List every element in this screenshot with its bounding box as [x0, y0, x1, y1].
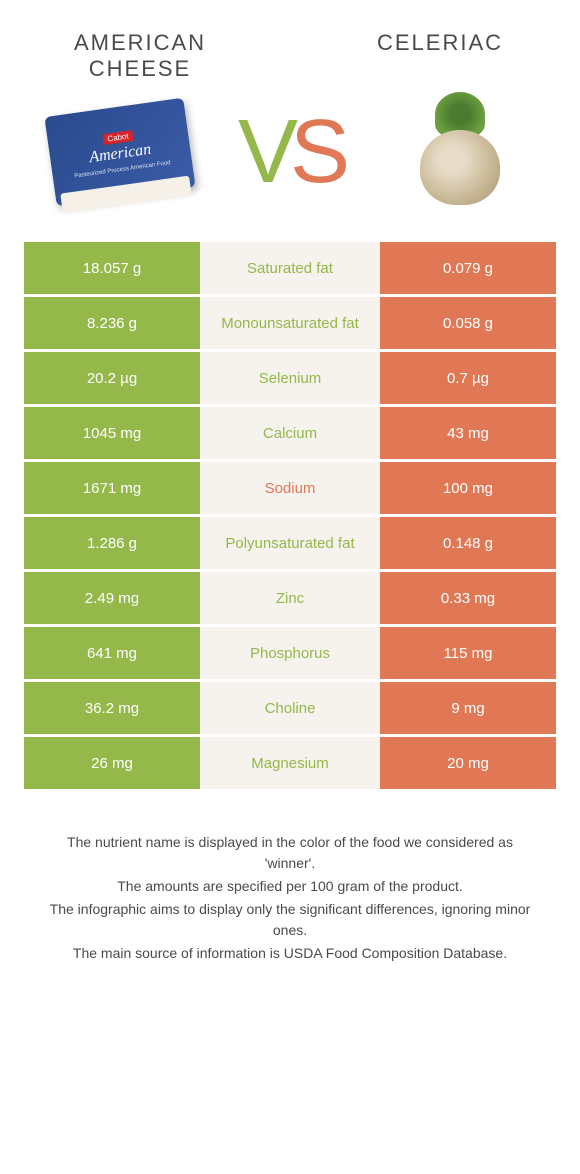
hero-row: Cabot American Pasteurized Process Ameri… [0, 92, 580, 232]
nutrient-label: Selenium [200, 352, 380, 404]
right-value: 0.7 µg [380, 352, 556, 404]
left-value: 36.2 mg [24, 682, 200, 734]
right-value: 20 mg [380, 737, 556, 789]
left-value: 2.49 mg [24, 572, 200, 624]
table-row: 26 mgMagnesium20 mg [24, 737, 556, 789]
table-row: 1045 mgCalcium43 mg [24, 407, 556, 459]
celeriac-icon [405, 92, 515, 212]
nutrient-label: Calcium [200, 407, 380, 459]
right-value: 115 mg [380, 627, 556, 679]
left-value: 641 mg [24, 627, 200, 679]
right-value: 0.058 g [380, 297, 556, 349]
right-value: 43 mg [380, 407, 556, 459]
vs-label: VS [238, 101, 342, 204]
table-row: 1.286 gPolyunsaturated fat0.148 g [24, 517, 556, 569]
nutrient-label: Monounsaturated fat [200, 297, 380, 349]
nutrient-label: Phosphorus [200, 627, 380, 679]
left-value: 20.2 µg [24, 352, 200, 404]
nutrient-label: Zinc [200, 572, 380, 624]
footer-line-4: The main source of information is USDA F… [40, 943, 540, 964]
left-value: 1671 mg [24, 462, 200, 514]
table-row: 8.236 gMonounsaturated fat0.058 g [24, 297, 556, 349]
left-value: 1.286 g [24, 517, 200, 569]
left-value: 1045 mg [24, 407, 200, 459]
nutrient-table: 18.057 gSaturated fat0.079 g8.236 gMonou… [24, 242, 556, 789]
nutrient-label: Magnesium [200, 737, 380, 789]
cheese-sub: Pasteurized Process American Food [74, 160, 171, 179]
footer-line-2: The amounts are specified per 100 gram o… [40, 876, 540, 897]
table-row: 1671 mgSodium100 mg [24, 462, 556, 514]
header: American cheese Celeriac [0, 0, 580, 92]
right-value: 0.079 g [380, 242, 556, 294]
nutrient-label: Saturated fat [200, 242, 380, 294]
footer-line-1: The nutrient name is displayed in the co… [40, 832, 540, 874]
table-row: 36.2 mgCholine9 mg [24, 682, 556, 734]
nutrient-label: Choline [200, 682, 380, 734]
vs-v: V [238, 102, 290, 202]
table-row: 641 mgPhosphorus115 mg [24, 627, 556, 679]
right-value: 9 mg [380, 682, 556, 734]
left-food-title: American cheese [40, 30, 240, 82]
table-row: 20.2 µgSelenium0.7 µg [24, 352, 556, 404]
right-food-title: Celeriac [340, 30, 540, 56]
nutrient-label: Polyunsaturated fat [200, 517, 380, 569]
table-row: 2.49 mgZinc0.33 mg [24, 572, 556, 624]
right-value: 0.148 g [380, 517, 556, 569]
left-value: 18.057 g [24, 242, 200, 294]
right-value: 100 mg [380, 462, 556, 514]
right-value: 0.33 mg [380, 572, 556, 624]
cheese-icon: Cabot American Pasteurized Process Ameri… [44, 98, 195, 207]
right-food-image [380, 92, 540, 212]
vs-s: S [290, 102, 342, 202]
left-value: 26 mg [24, 737, 200, 789]
nutrient-label: Sodium [200, 462, 380, 514]
left-food-image: Cabot American Pasteurized Process Ameri… [40, 92, 200, 212]
left-value: 8.236 g [24, 297, 200, 349]
footer-notes: The nutrient name is displayed in the co… [0, 792, 580, 964]
table-row: 18.057 gSaturated fat0.079 g [24, 242, 556, 294]
footer-line-3: The infographic aims to display only the… [40, 899, 540, 941]
